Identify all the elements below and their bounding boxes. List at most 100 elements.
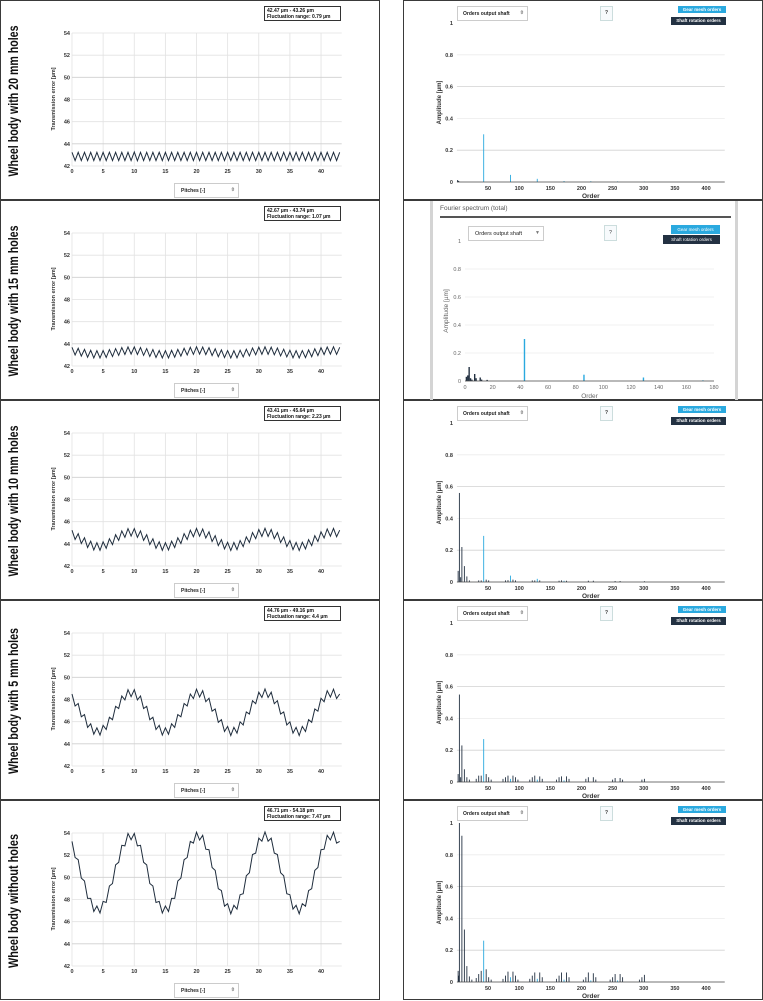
x-tick-label: 300 [639, 986, 648, 992]
x-tick-label: 50 [485, 586, 491, 592]
x-tick-label: 250 [608, 586, 617, 592]
spectrum-card [430, 201, 738, 401]
x-axis-unit-select[interactable]: Pitches [-] ⇳ [174, 983, 239, 998]
y-tick-label: 54 [64, 431, 71, 437]
range-text: 44.76 µm - 49.16 µm [267, 608, 314, 614]
transmission-error-panel: Wheel body with 5 mm holes 0 5 10 15 20 25 30 35… [0, 600, 380, 800]
x-tick-label: 200 [577, 186, 586, 192]
x-axis-title: Order [582, 793, 600, 800]
y-tick-label: 54 [64, 631, 71, 637]
range-text: 46.71 µm - 54.18 µm [267, 808, 314, 814]
x-tick-label: 250 [608, 786, 617, 792]
x-tick-label: 250 [608, 986, 617, 992]
range-text: 43.41 µm - 45.64 µm [267, 408, 314, 414]
x-axis-unit-select[interactable]: Pitches [-] ⇳ [174, 783, 239, 798]
y-tick-label: 44 [64, 542, 71, 548]
y-tick-label: 0.6 [445, 485, 453, 491]
help-button[interactable]: ? [600, 606, 613, 621]
x-tick-label: 50 [485, 186, 491, 192]
transmission-error-line [71, 526, 341, 552]
x-axis-unit-select[interactable]: Pitches [-] ⇳ [174, 583, 239, 598]
y-tick-label: 52 [64, 253, 70, 259]
chevron-updown-icon: ⇳ [519, 810, 524, 816]
order-reference-select[interactable]: Orders output shaft ⇳ [457, 806, 528, 821]
help-button[interactable]: ? [600, 406, 613, 421]
fourier-spectrum-panel: 0 0.2 0.4 0.6 0.8 1 50 100 150 200 250 300 350 400 Amp… [403, 600, 763, 800]
fourier-spectrum-panel: 0 0.2 0.4 0.6 0.8 1 50 100 150 200 250 300 350 400 Amp… [403, 800, 763, 1000]
gear-mesh-orders-toggle[interactable]: Gear mesh orders [678, 406, 726, 413]
x-tick-label: 100 [515, 186, 524, 192]
shaft-rotation-orders-toggle[interactable]: Shaft rotation orders [671, 17, 726, 25]
chevron-updown-icon: ⇳ [230, 387, 235, 393]
y-tick-label: 0.4 [445, 916, 454, 922]
y-tick-label: 0.4 [445, 716, 454, 722]
x-axis-unit-select[interactable]: Pitches [-] ⇳ [174, 183, 239, 198]
y-tick-label: 0.2 [453, 351, 461, 357]
y-tick-label: 42 [64, 964, 70, 970]
fluctuation-text: Fluctuation range: 7.47 µm [267, 814, 331, 820]
y-tick-label: 1 [450, 621, 453, 627]
fluctuation-text: Fluctuation range: 1.07 µm [267, 214, 331, 220]
y-tick-label: 46 [64, 320, 70, 326]
fluctuation-text: Fluctuation range: 4.4 µm [267, 614, 328, 620]
range-info-box: 46.71 µm - 54.18 µm Fluctuation range: 7.… [264, 806, 341, 821]
x-tick-label: 250 [608, 186, 617, 192]
order-reference-select[interactable]: Orders output shaft ⇳ [457, 606, 528, 621]
x-tick-label: 25 [225, 969, 231, 975]
gear-mesh-orders-toggle[interactable]: Gear mesh orders [678, 806, 726, 813]
gear-mesh-orders-toggle[interactable]: Gear mesh orders [678, 606, 726, 613]
shaft-rotation-orders-toggle[interactable]: Shaft rotation orders [663, 235, 720, 244]
help-button[interactable]: ? [600, 806, 613, 821]
transmission-error-line [71, 830, 340, 916]
help-button[interactable]: ? [600, 6, 613, 21]
x-tick-label: 5 [102, 569, 105, 575]
row-label: Wheel body with 20 mm holes [5, 25, 21, 176]
order-reference-select[interactable]: Orders output shaft ▼ [468, 226, 544, 241]
x-tick-label: 10 [131, 569, 137, 575]
x-tick-label: 50 [485, 986, 491, 992]
x-tick-label: 400 [701, 786, 710, 792]
y-tick-label: 52 [64, 53, 70, 59]
y-tick-label: 54 [64, 231, 71, 237]
order-reference-select[interactable]: Orders output shaft ⇳ [457, 6, 528, 21]
shaft-rotation-orders-toggle[interactable]: Shaft rotation orders [671, 417, 726, 425]
y-tick-label: 52 [64, 653, 70, 659]
y-axis-title: Transmission error [µm] [51, 667, 57, 730]
help-button[interactable]: ? [604, 225, 617, 241]
shaft-rotation-orders-toggle[interactable]: Shaft rotation orders [671, 617, 726, 625]
x-tick-label: 160 [682, 385, 691, 391]
x-tick-label: 350 [670, 186, 679, 192]
y-tick-label: 0.4 [453, 323, 461, 329]
chevron-updown-icon: ⇳ [519, 410, 524, 416]
y-tick-label: 0 [450, 780, 453, 786]
y-tick-label: 50 [64, 75, 70, 81]
y-axis-title: Amplitude [µm] [437, 481, 443, 525]
shaft-rotation-orders-toggle[interactable]: Shaft rotation orders [671, 817, 726, 825]
gear-mesh-orders-toggle[interactable]: Gear mesh orders [678, 6, 726, 13]
x-tick-label: 10 [131, 769, 137, 775]
x-tick-label: 140 [654, 385, 663, 391]
x-tick-label: 30 [256, 769, 262, 775]
x-tick-label: 40 [318, 769, 324, 775]
x-tick-label: 400 [701, 986, 710, 992]
y-tick-label: 54 [64, 31, 71, 37]
x-tick-label: 20 [193, 969, 199, 975]
chevron-updown-icon: ⇳ [519, 610, 524, 616]
y-tick-label: 44 [64, 342, 71, 348]
y-tick-label: 48 [64, 98, 70, 104]
gear-mesh-orders-toggle[interactable]: Gear mesh orders [671, 225, 720, 234]
y-tick-label: 0.8 [445, 653, 453, 659]
x-tick-label: 400 [701, 586, 710, 592]
order-reference-select[interactable]: Orders output shaft ⇳ [457, 406, 528, 421]
range-info-box: 44.76 µm - 49.16 µm Fluctuation range: 4.… [264, 606, 341, 621]
row-label: Wheel body with 15 mm holes [5, 225, 21, 376]
x-axis-unit-select[interactable]: Pitches [-] ⇳ [174, 383, 239, 398]
x-tick-label: 150 [546, 986, 555, 992]
x-axis-unit-label: Pitches [-] [181, 788, 206, 794]
y-tick-label: 1 [458, 239, 461, 245]
y-tick-label: 0.4 [445, 116, 454, 122]
y-tick-label: 0.6 [445, 85, 453, 91]
chevron-updown-icon: ⇳ [230, 987, 235, 993]
y-tick-label: 46 [64, 520, 70, 526]
x-tick-label: 30 [256, 569, 262, 575]
